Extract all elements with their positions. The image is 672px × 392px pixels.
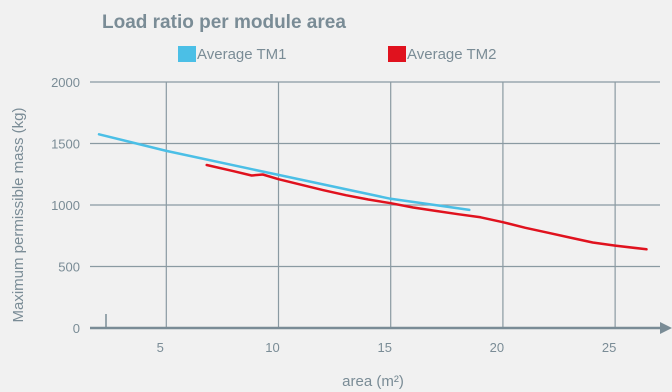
series-line-1[interactable] bbox=[97, 133, 471, 212]
x-tick-label: 15 bbox=[377, 340, 391, 355]
y-tick-label: 1000 bbox=[51, 198, 80, 213]
legend-item-1[interactable]: Average TM1 bbox=[178, 46, 287, 63]
y-tick-label: 0 bbox=[73, 321, 80, 336]
y-tick-labels: 0 500 1000 1500 2000 bbox=[51, 75, 80, 336]
series-line-2[interactable] bbox=[205, 163, 648, 251]
series-lines bbox=[97, 133, 648, 251]
y-tick-label: 500 bbox=[58, 260, 80, 275]
legend-swatch-1 bbox=[178, 46, 196, 62]
x-tick-label: 25 bbox=[602, 340, 616, 355]
x-axis-label: area (m²) bbox=[342, 373, 404, 390]
x-axis bbox=[90, 314, 672, 334]
legend-label-1: Average TM1 bbox=[197, 46, 287, 63]
y-axis-label: Maximum permissible mass (kg) bbox=[10, 107, 27, 322]
legend-label-2: Average TM2 bbox=[407, 46, 497, 63]
x-axis-arrow-icon bbox=[660, 322, 672, 334]
x-tick-labels: 5 10 15 20 25 bbox=[157, 340, 617, 355]
legend-item-2[interactable]: Average TM2 bbox=[388, 46, 497, 63]
legend-swatch-2 bbox=[388, 46, 406, 62]
x-tick-label: 5 bbox=[157, 340, 164, 355]
x-tick-label: 20 bbox=[490, 340, 504, 355]
x-tick-label: 10 bbox=[265, 340, 279, 355]
y-tick-label: 1500 bbox=[51, 137, 80, 152]
grid bbox=[90, 81, 660, 328]
chart-title: Load ratio per module area bbox=[102, 12, 346, 33]
y-tick-label: 2000 bbox=[51, 75, 80, 90]
legend: Average TM1 Average TM2 bbox=[178, 46, 497, 63]
